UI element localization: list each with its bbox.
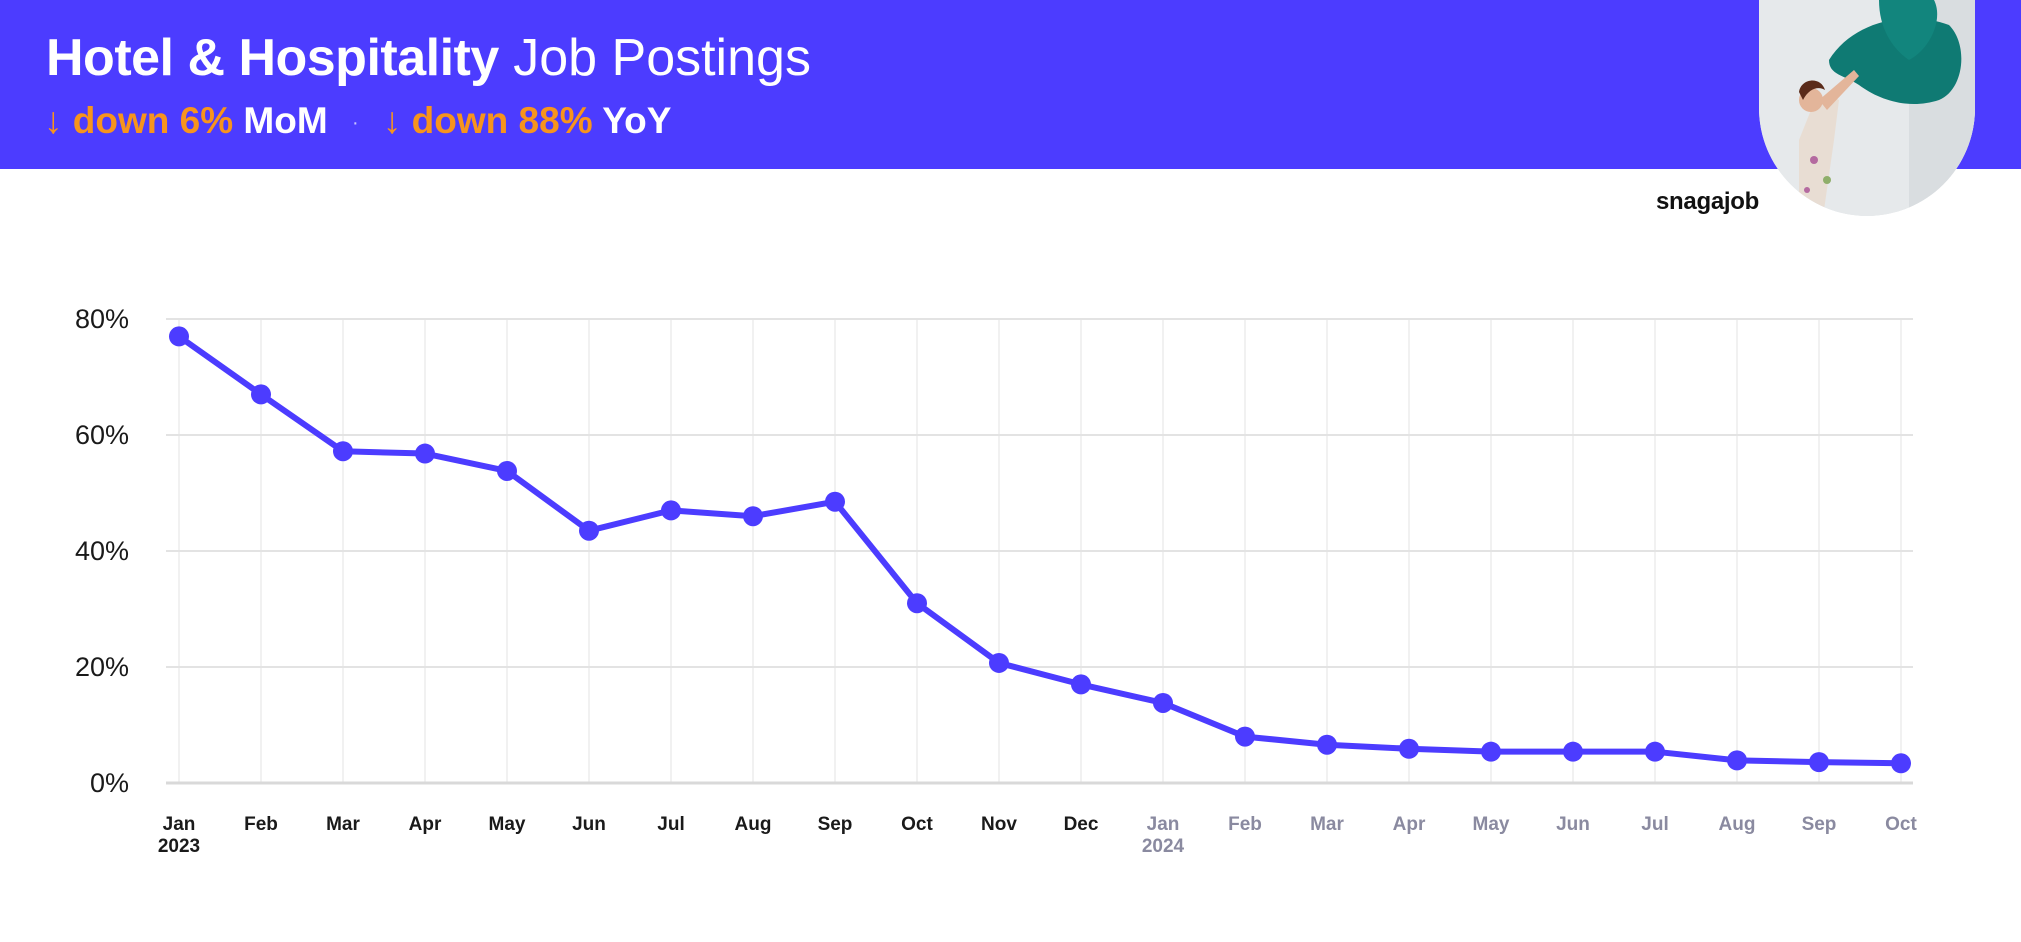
data-point [333,441,353,462]
data-point [1563,741,1583,762]
chart-grid [166,318,1913,785]
x-tick-label: Nov [981,814,1017,835]
x-tick-label: May [489,814,526,835]
data-point [169,326,189,347]
series-line [176,333,1904,767]
data-point [1153,692,1173,713]
data-point [743,506,763,527]
x-tick-label: Apr [409,814,442,835]
data-point [907,593,927,614]
data-point [497,460,517,481]
page-title: Hotel & Hospitality Job Postings [46,26,811,90]
x-tick-label: Dec [1064,814,1099,835]
x-tick-label: Sep [818,814,853,835]
header-banner: Hotel & Hospitality Job Postings ↓ down … [0,0,2021,169]
x-tick-label: Mar [326,814,360,835]
data-point [989,652,1009,673]
x-tick-label: Sep [1802,814,1837,835]
stats-separator: · [351,112,359,135]
data-point [1399,738,1419,759]
data-point [1481,741,1501,762]
down-arrow-icon: ↓ [44,100,63,141]
down-arrow-icon: ↓ [382,100,402,141]
x-year-label: 2023 [158,836,200,857]
x-tick-label: Jul [657,814,684,835]
data-point [415,443,435,464]
data-point [579,520,599,541]
data-point [825,491,845,512]
x-tick-label: Jan [1147,814,1180,835]
yoy-change: down 88% [411,100,593,141]
y-tick-label: 60% [75,420,129,450]
snagajob-logo: snagajob [1656,188,1759,215]
mom-label: MoM [243,100,328,141]
x-tick-label: Jan [163,814,196,835]
data-point [1727,750,1747,771]
x-tick-label: May [1473,814,1510,835]
x-tick-label: Jul [1641,814,1668,835]
data-point [1235,726,1255,747]
x-tick-label: Feb [1228,814,1262,835]
yoy-label: YoY [602,100,672,141]
x-tick-label: Oct [901,814,933,835]
x-tick-label: Oct [1885,814,1917,835]
y-tick-label: 20% [75,652,129,682]
x-tick-label: Jun [572,814,606,835]
x-tick-label: Mar [1310,814,1344,835]
data-point [1645,741,1665,762]
worker-photo [1759,0,1975,216]
mom-change: down 6% [72,100,234,141]
x-tick-label: Jun [1556,814,1590,835]
series-layer [169,326,1911,774]
x-tick-label: Feb [244,814,278,835]
title-bold: Hotel & Hospitality [46,29,499,87]
x-year-label: 2024 [1142,836,1185,857]
y-tick-label: 40% [75,536,129,566]
data-point [1809,752,1829,773]
x-tick-label: Aug [735,814,772,835]
x-tick-label: Apr [1393,814,1426,835]
y-axis-ticks: 0% 20% 40% 60% 80% [75,304,129,798]
data-point [661,500,681,521]
title-light: Job Postings [513,29,811,87]
y-tick-label: 80% [75,304,129,334]
x-tick-label: Aug [1719,814,1756,835]
data-point [251,384,271,405]
data-point [1317,734,1337,755]
y-tick-label: 0% [90,768,129,798]
change-stats: ↓ down 6% MoM · ↓ down 88% YoY [44,98,671,146]
data-point [1071,674,1091,695]
data-point [1891,753,1911,774]
